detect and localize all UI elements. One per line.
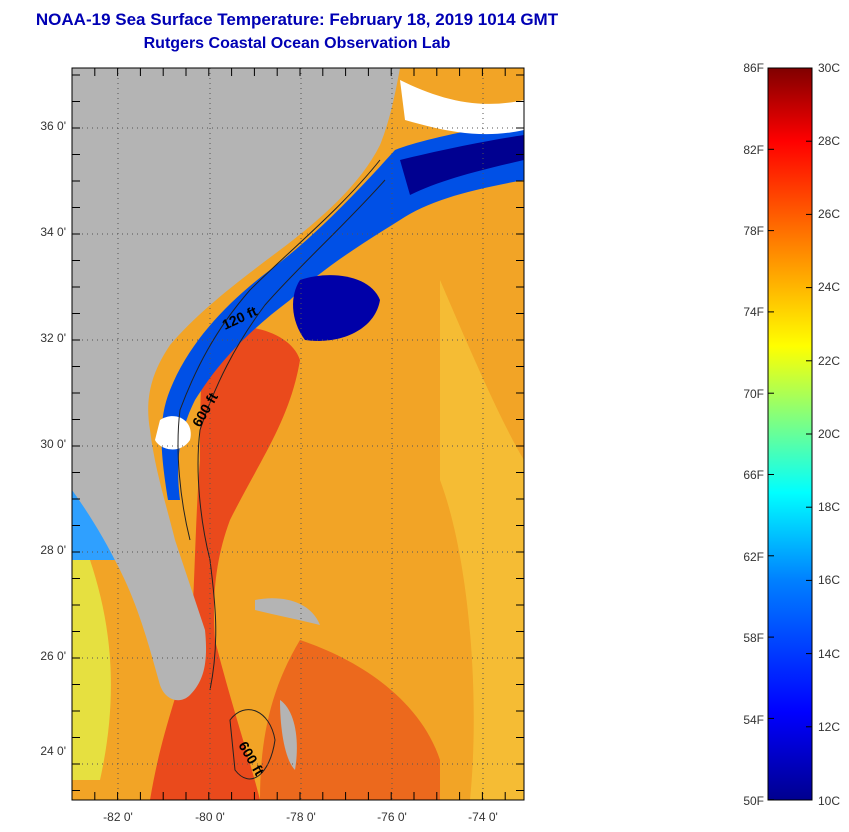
cb-c-12: 12C [818,720,841,734]
cb-f-74: 74F [743,305,764,319]
lat-label-26: 26 0' [40,649,66,663]
cb-c-18: 18C [818,500,841,514]
map-title: NOAA-19 Sea Surface Temperature: Februar… [35,10,559,29]
map-gridlines [72,68,524,800]
cloud-patch [155,416,191,450]
lon-label-78: -78 0' [286,810,316,824]
cb-f-66: 66F [743,468,764,482]
cb-c-24: 24C [818,280,841,294]
cb-c-30: 30C [818,61,841,75]
lat-label-24: 24 0' [40,744,66,758]
lat-label-28: 28 0' [40,543,66,557]
map-subtitle: Rutgers Coastal Ocean Observation Lab [143,35,451,52]
cb-f-82: 82F [743,143,764,157]
lat-label-30: 30 0' [40,437,66,451]
cold-shelf-deep [400,135,524,195]
lon-label-82: -82 0' [103,810,133,824]
lat-label-36: 36 0' [40,119,66,133]
colorbar-ticks [768,67,812,801]
cb-c-28: 28C [818,134,841,148]
cb-c-20: 20C [818,427,841,441]
cb-c-14: 14C [818,647,841,661]
gulf-yellow [72,560,111,780]
gulf-blue [72,490,115,560]
cb-c-26: 26C [818,207,841,221]
map-area [72,68,524,800]
lat-label-34: 34 0' [40,225,66,239]
map-frame [71,67,525,801]
colorbar [767,67,813,801]
andros-island [280,700,297,770]
cb-f-78: 78F [743,224,764,238]
map-ticks [71,68,524,800]
cb-f-54: 54F [743,713,764,727]
grand-bahama [255,598,320,625]
lon-label-74: -74 0' [468,810,498,824]
cloud-north [400,80,524,135]
cb-f-62: 62F [743,550,764,564]
lat-label-32: 32 0' [40,331,66,345]
lon-label-80: -80 0' [195,810,225,824]
cb-f-50: 50F [743,794,764,808]
cb-f-70: 70F [743,387,764,401]
contour-600ft-south [229,709,276,780]
cb-f-58: 58F [743,631,764,645]
cold-eddy [293,275,380,341]
cb-c-22: 22C [818,354,841,368]
lon-label-76: -76 0' [377,810,407,824]
cb-c-10: 10C [818,794,841,808]
contour-120ft [177,159,381,541]
ocean-yellow-band [440,280,524,800]
cb-c-16: 16C [818,573,841,587]
bahamas-warm [260,640,440,800]
cb-f-86: 86F [743,61,764,75]
us-southeast-land [72,68,400,701]
contour-600ft [197,179,386,691]
